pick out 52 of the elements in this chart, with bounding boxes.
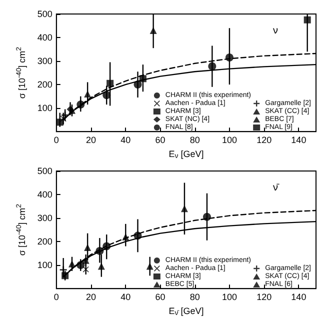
point — [76, 100, 85, 109]
point — [60, 266, 67, 274]
x-tick-label: 120 — [256, 292, 272, 302]
y-tick-label: 500 — [37, 166, 52, 176]
x-tick-label: 100 — [222, 292, 237, 302]
point — [304, 16, 311, 24]
point — [62, 272, 69, 280]
x-tick-label: 40 — [120, 292, 131, 302]
point — [98, 262, 105, 270]
x-tick-label: 120 — [256, 135, 272, 146]
x-tick-label: 140 — [291, 135, 306, 146]
point — [76, 261, 85, 270]
y-tick-label: 100 — [37, 103, 52, 114]
point — [102, 91, 111, 100]
y-tick-label: 300 — [37, 56, 52, 66]
x-tick-label: 40 — [120, 135, 131, 146]
x-tick-label: 0 — [54, 292, 59, 302]
x-tick-label: 80 — [190, 292, 200, 302]
y-tick-label: 200 — [37, 236, 52, 247]
point — [82, 266, 89, 272]
point — [62, 112, 69, 119]
x-tick-label: 60 — [155, 135, 166, 146]
point — [96, 246, 104, 255]
point — [208, 62, 216, 70]
x-tick-label: 100 — [222, 135, 237, 146]
point — [139, 75, 146, 82]
x-tick-label: 140 — [291, 292, 306, 302]
point — [225, 54, 234, 62]
point — [180, 205, 188, 212]
annotation: ν̄ — [273, 182, 280, 194]
y-tick-label: 400 — [37, 32, 52, 43]
point — [122, 233, 130, 240]
annotation: ν — [273, 26, 278, 36]
point — [82, 256, 90, 264]
point — [150, 26, 157, 34]
point — [134, 232, 142, 240]
y-tick-label: 300 — [37, 213, 52, 224]
y-tick-label: 200 — [37, 80, 52, 90]
point — [146, 262, 154, 270]
point — [134, 80, 142, 89]
x-tick-label: 0 — [54, 135, 59, 146]
y-tick-label: 100 — [37, 260, 52, 270]
point — [102, 242, 111, 250]
x-tick-label: 80 — [190, 135, 200, 146]
x-tick-label: 20 — [86, 135, 96, 146]
point — [106, 80, 114, 87]
x-tick-label: 20 — [86, 292, 96, 302]
y-tick-label: 500 — [37, 9, 52, 19]
point — [56, 118, 64, 126]
y-tick-label: 400 — [37, 190, 52, 200]
point — [202, 212, 211, 221]
x-tick-label: 60 — [155, 292, 166, 302]
